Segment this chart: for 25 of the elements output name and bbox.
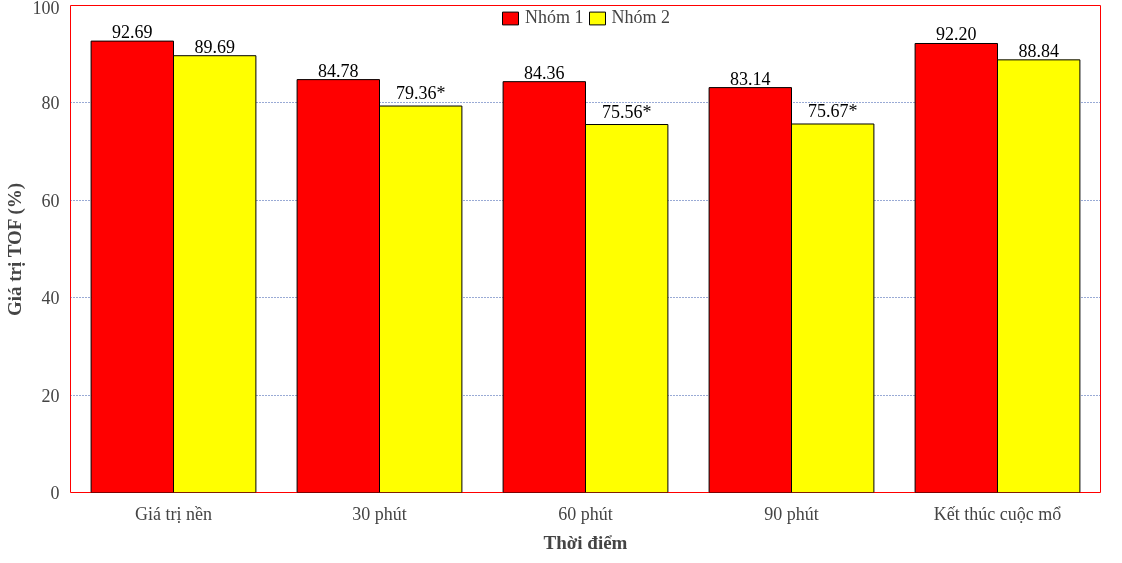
data-label: 83.14 <box>730 68 771 89</box>
x-tick-label: Giá trị nền <box>135 503 212 524</box>
data-label: 84.36 <box>524 62 565 83</box>
data-label: 92.69 <box>112 22 153 43</box>
data-label: 92.20 <box>936 24 977 45</box>
x-tick-label: 30 phút <box>352 503 407 524</box>
y-tick-label: 20 <box>41 385 60 406</box>
data-label: 88.84 <box>1018 40 1059 61</box>
data-label: 75.56* <box>601 101 652 122</box>
y-tick-label: 60 <box>41 190 60 211</box>
y-tick-label: 40 <box>41 288 60 309</box>
data-label: 84.78 <box>318 60 359 81</box>
y-tick-label: 0 <box>50 483 60 503</box>
y-tick-label: 100 <box>32 0 60 18</box>
x-axis-title: Thời điểm <box>543 531 628 553</box>
data-label: 75.67* <box>807 100 858 121</box>
y-axis-title: Giá trị TOF (%) <box>3 182 26 317</box>
data-label: 79.36* <box>395 83 446 104</box>
data-label: 89.69 <box>194 36 235 57</box>
legend-label: Nhóm 1 <box>525 7 584 28</box>
x-tick-label: 60 phút <box>558 503 613 524</box>
x-tick-label: 90 phút <box>764 503 819 524</box>
x-tick-label: Kết thúc cuộc mổ <box>933 503 1062 524</box>
y-tick-label: 80 <box>41 93 60 114</box>
legend-label: Nhóm 2 <box>611 7 670 28</box>
